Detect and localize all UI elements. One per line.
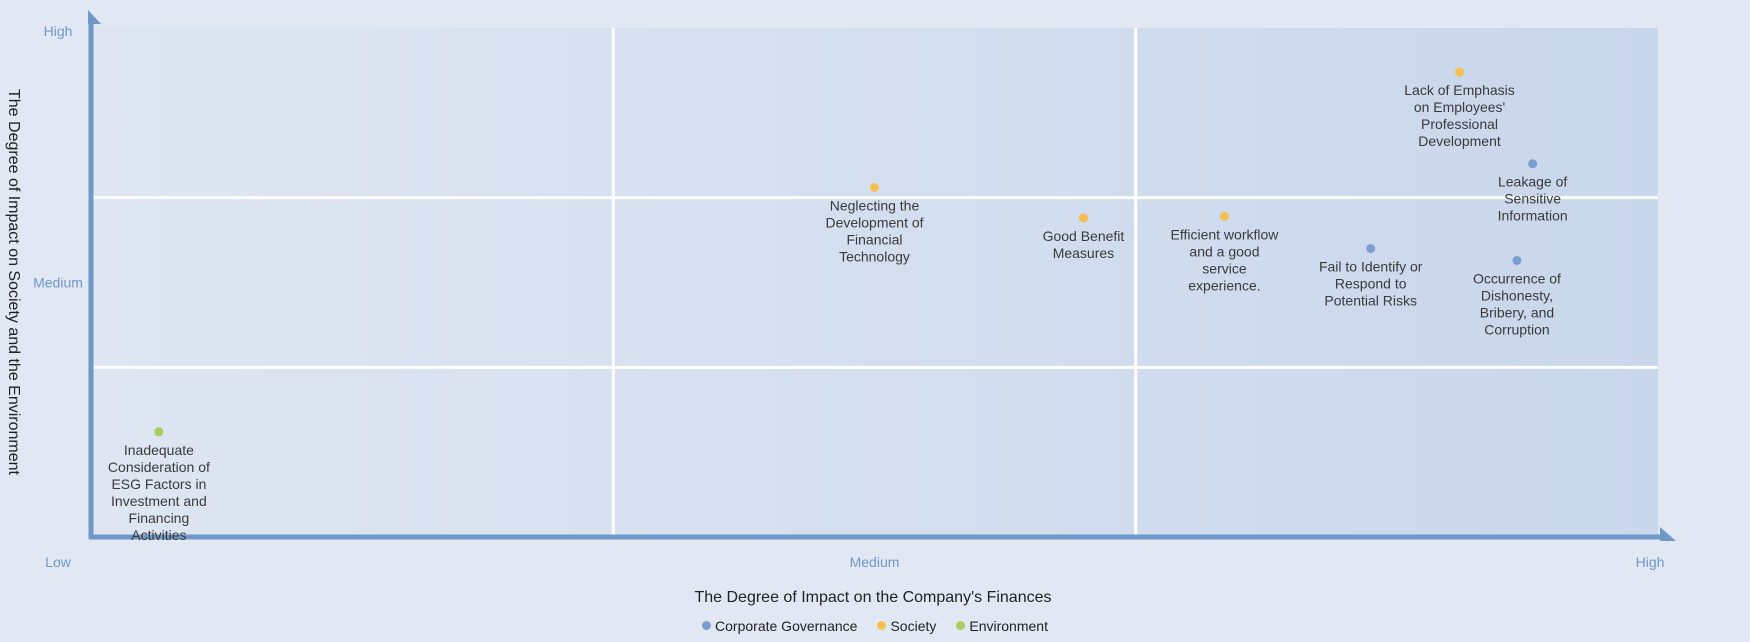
x-tick-label: Medium — [850, 554, 900, 570]
x-axis-title: The Degree of Impact on the Company's Fi… — [694, 589, 1051, 606]
data-point-label: Leakage of Sensitive Information — [1498, 174, 1568, 224]
axes — [88, 10, 1676, 541]
y-axis-arrow — [88, 10, 101, 24]
data-point-label: Efficient workflow and a good service exper… — [1171, 226, 1280, 293]
data-point — [870, 182, 879, 192]
data-point-label: Good Benefit Measures — [1043, 228, 1125, 261]
data-point-label: Inadequate Consideration of ESG Factors in… — [108, 442, 210, 543]
legend-item: Society — [877, 618, 936, 634]
tick-labels: Low Medium High Medium High — [33, 23, 1664, 570]
data-points: Leakage of Sensitive Information Fail to Id… — [108, 67, 1568, 543]
data-point — [1455, 67, 1465, 77]
y-tick-label: High — [44, 23, 73, 39]
y-axis-title: The Degree of Impact on Society and the … — [5, 89, 22, 476]
legend-label: Society — [890, 617, 937, 634]
legend-label: Corporate Governance — [715, 617, 858, 634]
legend-item: Environment — [956, 618, 1048, 634]
data-point — [1219, 211, 1229, 221]
data-point — [154, 427, 164, 437]
legend: Corporate Governance Society Environment — [0, 617, 1750, 634]
legend-swatch — [956, 621, 966, 630]
legend-label: Environment — [969, 617, 1048, 634]
y-tick-label: Medium — [33, 275, 83, 291]
x-axis-arrow — [1660, 527, 1676, 541]
legend-item: Corporate Governance — [702, 618, 857, 634]
data-point — [1512, 255, 1522, 265]
plot-area — [91, 28, 1658, 537]
data-point-label: Neglecting the Development of Financial Tec… — [825, 197, 923, 264]
data-point-label: Lack of Emphasis on Employees' Professiona… — [1404, 82, 1515, 149]
grid-lines — [91, 28, 1658, 537]
legend-swatch — [877, 621, 887, 630]
data-point — [1366, 244, 1376, 254]
x-tick-label: Low — [45, 554, 72, 570]
x-tick-label: High — [1636, 554, 1665, 570]
data-point — [1078, 213, 1088, 223]
legend-swatch — [702, 621, 712, 630]
data-point — [1528, 159, 1538, 169]
data-point-label: Fail to Identify or Respond to Potential R… — [1319, 259, 1423, 309]
data-point-label: Occurrence of Dishonesty, Bribery, and Corr… — [1473, 270, 1561, 337]
